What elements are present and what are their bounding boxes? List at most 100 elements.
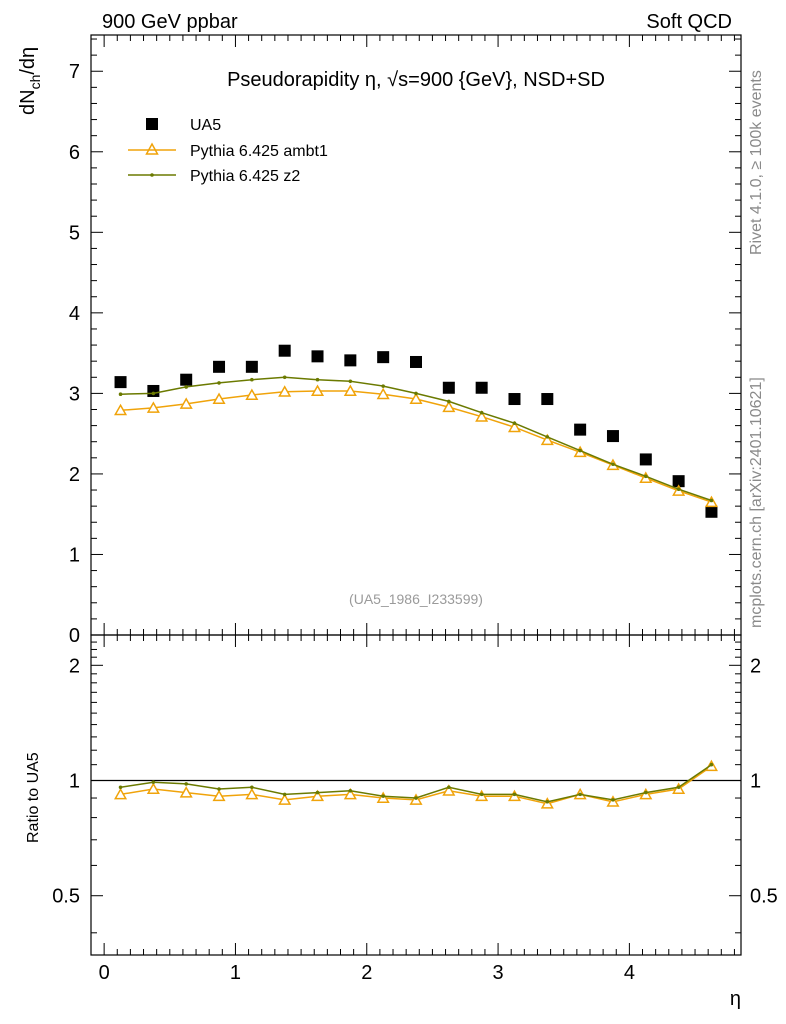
data-point-ua5 <box>213 360 226 373</box>
legend: UA5 Pythia 6.425 ambt1 Pythia 6.425 z2 <box>128 117 328 185</box>
point-pythia-6-425-ambt1 <box>343 384 357 396</box>
ratio-point-pythia-6-425-ambt1 <box>146 782 160 795</box>
ratio-point-pythia-6-425-z2 <box>282 792 287 797</box>
point-pythia-6-425-z2 <box>709 498 714 503</box>
data-point-ua5 <box>442 381 455 394</box>
header-right: Soft QCD <box>646 11 732 33</box>
ratio-point-pythia-6-425-z2 <box>578 792 582 797</box>
point-pythia-6-425-z2 <box>250 377 254 382</box>
y-tick-label: 1 <box>69 544 80 566</box>
ratio-point-pythia-6-425-ambt1 <box>114 787 128 800</box>
legend-label-ua5: UA5 <box>190 117 221 134</box>
data-point-ua5 <box>475 381 488 394</box>
ratio-point-pythia-6-425-ambt1 <box>245 787 259 800</box>
ratio-point-pythia-6-425-z2 <box>479 792 484 797</box>
y-tick-label: 3 <box>69 383 80 405</box>
ratio-point-pythia-6-425-ambt1 <box>278 793 292 805</box>
y-axis-label: dNch/dη <box>17 47 43 115</box>
point-pythia-6-425-z2 <box>315 377 320 382</box>
y-axis-label-main: dN <box>17 89 39 115</box>
point-pythia-6-425-z2 <box>348 379 353 384</box>
point-pythia-6-425-ambt1 <box>212 392 226 405</box>
legend-marker-z2 <box>150 173 154 177</box>
data-point-ua5 <box>278 344 291 357</box>
chart-title: Pseudorapidity η, √s=900 {GeV}, NSD+SD <box>227 69 605 91</box>
ratio-point-pythia-6-425-z2 <box>643 790 648 795</box>
x-tick-labels: 0 1 2 3 4 <box>99 962 635 984</box>
data-point-ua5 <box>344 354 357 367</box>
point-pythia-6-425-ambt1 <box>442 400 456 413</box>
header-left: 900 GeV ppbar <box>102 11 238 33</box>
ratio-point-pythia-6-425-z2 <box>414 796 418 800</box>
series-layer <box>114 344 718 518</box>
x-tick-label: 3 <box>493 962 504 984</box>
ratio-layer <box>114 759 718 809</box>
dataset-label: (UA5_1986_I233599) <box>349 591 483 607</box>
legend-marker-ambt1 <box>145 142 159 155</box>
point-pythia-6-425-z2 <box>381 384 385 388</box>
point-pythia-6-425-z2 <box>512 421 517 425</box>
data-point-ua5 <box>508 393 521 406</box>
legend-label-ambt1: Pythia 6.425 ambt1 <box>190 143 328 160</box>
ratio-tick-labels: 0.5 0.5 1 1 2 2 <box>52 655 778 907</box>
point-pythia-6-425-ambt1 <box>540 433 554 446</box>
point-pythia-6-425-z2 <box>447 399 451 404</box>
ratio-point-pythia-6-425-ambt1 <box>343 787 357 800</box>
data-point-ua5 <box>639 453 652 466</box>
x-tick-label: 2 <box>361 962 372 984</box>
point-pythia-6-425-z2 <box>643 474 648 479</box>
point-pythia-6-425-z2 <box>545 435 550 439</box>
point-pythia-6-425-ambt1 <box>310 384 325 396</box>
ratio-plot-frame <box>90 634 742 956</box>
axis-ticks <box>91 35 741 955</box>
legend-label-z2: Pythia 6.425 z2 <box>190 168 300 185</box>
ratio-point-pythia-6-425-z2 <box>315 790 320 795</box>
ratio-point-pythia-6-425-z2 <box>118 785 123 790</box>
ratio-point-pythia-6-425-z2 <box>348 788 353 793</box>
y-tick-label: 0 <box>69 625 80 647</box>
y-tick-label: 4 <box>69 303 80 325</box>
data-point-ua5 <box>672 475 685 488</box>
point-pythia-6-425-z2 <box>611 462 615 467</box>
data-point-ua5 <box>705 505 718 518</box>
legend-marker-ua5 <box>146 118 158 130</box>
point-pythia-6-425-ambt1 <box>409 392 423 405</box>
ratio-point-pythia-6-425-z2 <box>151 780 156 784</box>
ratio-tick-label-right: 2 <box>750 655 761 677</box>
data-point-ua5 <box>311 350 324 363</box>
data-point-ua5 <box>114 376 127 389</box>
point-pythia-6-425-z2 <box>217 381 221 385</box>
ratio-point-pythia-6-425-z2 <box>447 785 451 790</box>
y-axis-label-tail: /dη <box>17 47 39 75</box>
ratio-point-pythia-6-425-z2 <box>381 794 385 798</box>
ratio-tick-label-right: 0.5 <box>750 886 778 908</box>
data-point-ua5 <box>606 430 619 443</box>
point-pythia-6-425-ambt1 <box>146 401 160 413</box>
point-pythia-6-425-z2 <box>184 385 189 389</box>
point-pythia-6-425-ambt1 <box>179 397 193 409</box>
point-pythia-6-425-ambt1 <box>114 403 128 416</box>
data-point-ua5 <box>541 393 554 406</box>
ratio-point-pythia-6-425-z2 <box>217 787 221 791</box>
point-pythia-6-425-z2 <box>676 487 681 492</box>
point-pythia-6-425-z2 <box>282 375 287 380</box>
y-tick-label: 6 <box>69 142 80 164</box>
ratio-point-pythia-6-425-ambt1 <box>442 784 456 796</box>
ratio-point-pythia-6-425-ambt1 <box>179 786 193 798</box>
x-tick-label: 4 <box>624 962 635 984</box>
data-point-ua5 <box>245 360 258 373</box>
x-tick-label: 1 <box>230 962 241 984</box>
ratio-tick-label-right: 1 <box>750 771 761 793</box>
ratio-tick-label: 0.5 <box>52 886 80 908</box>
x-tick-label: 0 <box>99 962 110 984</box>
ratio-point-pythia-6-425-ambt1 <box>212 789 226 802</box>
side-text-mcplots: mcplots.cern.ch [arXiv:2401.10621] <box>748 377 765 628</box>
y-tick-label: 5 <box>69 222 80 244</box>
ratio-point-pythia-6-425-z2 <box>611 798 615 802</box>
ratio-point-pythia-6-425-ambt1 <box>310 789 325 802</box>
x-axis-label: η <box>730 988 741 1010</box>
ratio-point-pythia-6-425-z2 <box>250 785 254 790</box>
point-pythia-6-425-ambt1 <box>376 387 390 400</box>
ratio-point-pythia-6-425-z2 <box>184 782 189 786</box>
